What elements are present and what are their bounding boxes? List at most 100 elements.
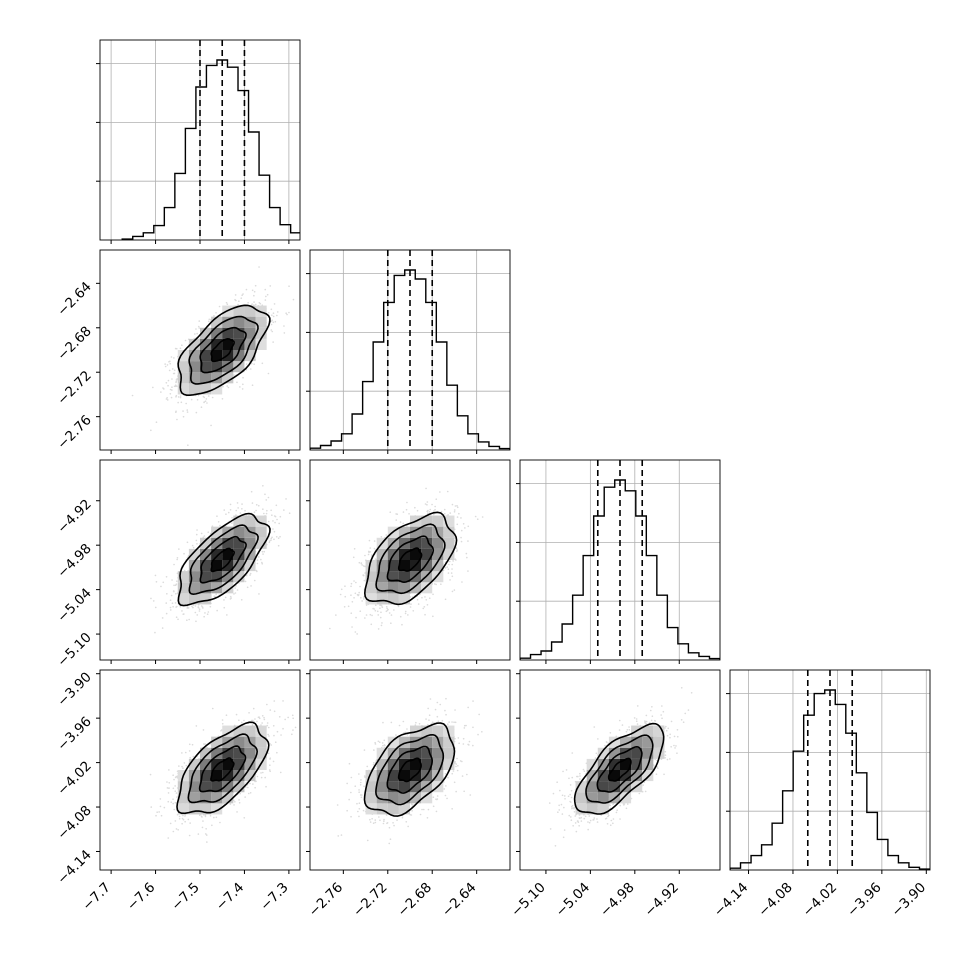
panel-1-1	[306, 249, 511, 454]
density-cell	[244, 758, 256, 770]
density-cell	[188, 792, 200, 804]
contour-level	[386, 745, 434, 794]
density-cell	[255, 327, 267, 339]
density-cell	[233, 758, 245, 770]
density-cell	[211, 571, 223, 583]
density-cell	[432, 560, 444, 572]
density-cell	[597, 747, 609, 759]
panel-frame	[519, 459, 721, 661]
density-cell	[200, 361, 212, 373]
density-cell	[188, 560, 200, 572]
density-cell	[244, 560, 256, 572]
density-cell	[376, 781, 388, 793]
density-cell	[387, 736, 399, 748]
y-tick-label: −4.14	[54, 847, 95, 888]
density-cell	[222, 361, 234, 373]
panel-frame	[519, 669, 721, 871]
contour-level	[187, 733, 259, 804]
density-cell	[608, 781, 620, 793]
density-cell	[211, 781, 223, 793]
contour-level	[198, 745, 247, 793]
density-cell	[443, 758, 455, 770]
density-cell	[376, 560, 388, 572]
panel-2-1	[306, 459, 511, 664]
density-cell	[387, 803, 399, 815]
density-cell	[200, 781, 212, 793]
density-cell	[432, 758, 444, 770]
contour-level	[573, 722, 665, 815]
density-cell	[586, 781, 598, 793]
density-cell	[255, 736, 267, 748]
density-cell	[255, 515, 267, 527]
density-cell	[387, 758, 399, 770]
density-cell	[608, 770, 620, 782]
x-tick-label: −4.02	[800, 880, 841, 921]
density-cell	[597, 770, 609, 782]
density-cell	[244, 316, 256, 328]
density-cell	[200, 350, 212, 362]
density-cell	[443, 747, 455, 759]
density-cell	[200, 372, 212, 384]
y-tick-label: −4.92	[54, 496, 95, 537]
x-tick-label: −5.10	[508, 880, 549, 921]
density-cell	[653, 736, 665, 748]
density-cell	[376, 770, 388, 782]
density-cell	[597, 803, 609, 815]
density-cell	[222, 537, 234, 549]
density-cell	[188, 372, 200, 384]
contour-level	[188, 524, 259, 596]
density-cell	[398, 582, 410, 594]
density-cell	[211, 383, 223, 395]
density-cell	[233, 571, 245, 583]
density-cell	[244, 515, 256, 527]
density-cell	[222, 327, 234, 339]
contour-level	[607, 757, 632, 782]
x-tick-label: −4.98	[597, 880, 638, 921]
density-cell	[255, 747, 267, 759]
density-cell	[608, 736, 620, 748]
y-tick-label: −3.90	[54, 669, 95, 710]
density-cell	[211, 316, 223, 328]
density-cell	[421, 548, 433, 560]
panel-3-3: −4.14 −4.08 −4.02 −3.96 −3.90	[711, 669, 931, 921]
contour-level	[363, 722, 456, 817]
panel-2-0: −5.10−5.04−4.98−4.92	[54, 459, 301, 670]
y-tick-label: −4.98	[54, 541, 95, 582]
panel-3-0: −7.7 −7.6 −7.5 −7.4 −7.3 −4.14−4.08−4.02−3.96…	[54, 669, 301, 914]
density-cell	[211, 770, 223, 782]
density-cell	[387, 770, 399, 782]
density-cell	[177, 361, 189, 373]
density-cell	[376, 803, 388, 815]
density-cell	[376, 593, 388, 605]
density-cell	[642, 747, 654, 759]
density-cell	[200, 327, 212, 339]
density-cell	[188, 781, 200, 793]
panel-frame	[729, 669, 931, 871]
density-cell	[642, 725, 654, 737]
density-cell	[387, 781, 399, 793]
density-cell	[211, 361, 223, 373]
density-cell	[432, 537, 444, 549]
contour-level	[210, 757, 235, 782]
contour-level	[177, 304, 271, 396]
density-cell	[222, 560, 234, 572]
panel-1-0: −2.76−2.72−2.68−2.64	[54, 249, 301, 454]
density-cell	[233, 327, 245, 339]
density-cell	[398, 792, 410, 804]
x-tick-label: −7.7	[79, 880, 113, 914]
density-cell	[421, 758, 433, 770]
density-cell	[398, 593, 410, 605]
contour-level	[199, 326, 247, 374]
x-tick-label: −2.72	[350, 880, 391, 921]
density-cell	[432, 515, 444, 527]
density-cell	[244, 725, 256, 737]
x-tick-label: −5.04	[553, 880, 594, 921]
density-cell	[177, 781, 189, 793]
density-cell	[365, 781, 377, 793]
density-cell	[443, 736, 455, 748]
density-cell	[188, 338, 200, 350]
density-cell	[188, 383, 200, 395]
density-cell	[421, 725, 433, 737]
density-cell	[410, 736, 422, 748]
density-cell	[177, 350, 189, 362]
